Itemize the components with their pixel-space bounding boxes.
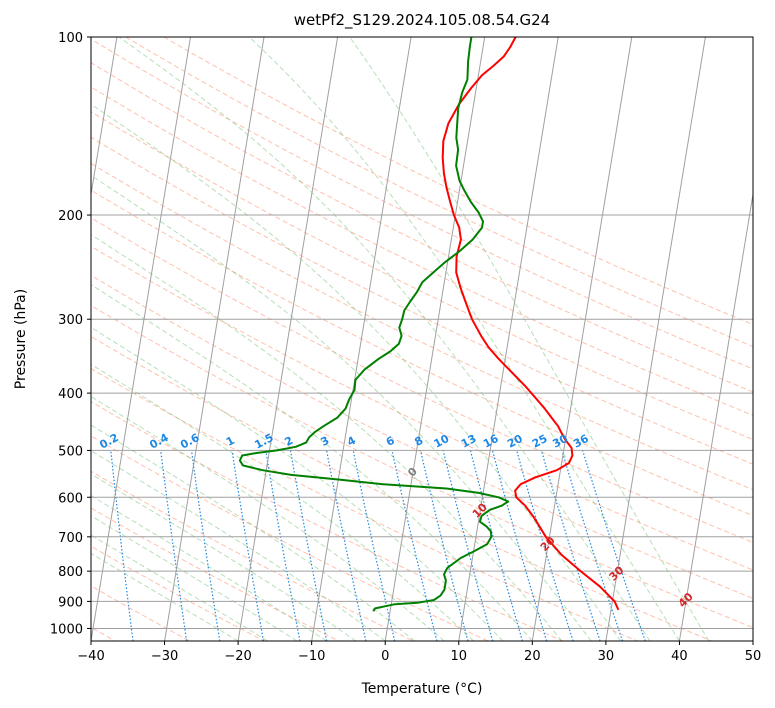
mixing-ratio-line [516, 450, 574, 641]
dry-adiabat-line [91, 162, 753, 491]
dry-adiabat-line [91, 335, 712, 641]
mixing-ratio-label: 20 [505, 432, 525, 451]
y-tick-label: 500 [58, 444, 83, 459]
plot-area [91, 37, 753, 641]
x-tick-label: 40 [671, 649, 688, 664]
y-tick-label: 700 [58, 531, 83, 546]
y-tick-label: 800 [58, 565, 83, 580]
y-tick-label: 400 [58, 387, 83, 402]
x-tick-label: −40 [77, 649, 104, 664]
moist-adiabat-line [91, 534, 268, 641]
isotherm-line [458, 37, 559, 641]
mixing-ratio-label: 10 [432, 432, 452, 451]
dry-adiabat-line [91, 86, 753, 416]
moist-adiabat-line [91, 174, 592, 641]
isotherm-line [605, 37, 706, 641]
x-tick-label: 0 [381, 649, 389, 664]
mixing-ratio-line [582, 450, 646, 641]
mixing-ratio-line [391, 450, 438, 641]
mixing-ratio-line [491, 450, 548, 641]
y-tick-label: 1000 [50, 622, 83, 637]
mixing-ratio-label: 13 [459, 432, 479, 451]
mixing-ratio-label: 30 [550, 432, 570, 451]
x-tick-label: −20 [224, 649, 251, 664]
moist-adiabat-line [91, 552, 239, 641]
moist-adiabat-line [91, 424, 415, 641]
background-lines [91, 37, 753, 641]
isotherm-line [91, 37, 191, 641]
mixing-ratio-line [419, 450, 469, 641]
x-tick-label: 50 [745, 649, 762, 664]
x-axis: −40 −30 −20 −10 0 10 20 30 40 50 [77, 641, 761, 664]
x-tick-label: 30 [598, 649, 615, 664]
isotherm-line [91, 37, 118, 198]
x-tick-label: −30 [151, 649, 178, 664]
dry-adiabat-line [163, 37, 753, 326]
x-tick-label: −10 [298, 649, 325, 664]
x-axis-label: Temperature (°C) [361, 681, 483, 697]
isotherm-line [237, 37, 339, 641]
mixing-ratio-label: 36 [571, 432, 591, 451]
moist-adiabat-line [91, 395, 445, 641]
y-axis: 100 200 300 400 500 600 700 800 900 1000 [50, 31, 91, 637]
isotherm-line [164, 37, 265, 641]
chart-title: wetPf2_S129.2024.105.08.54.G24 [294, 11, 550, 30]
moist-adiabat-line [91, 473, 357, 641]
dry-adiabat-line [91, 274, 753, 599]
y-tick-label: 300 [58, 313, 83, 328]
moist-adiabat-line [91, 326, 504, 641]
x-tick-label: 20 [524, 649, 541, 664]
dry-adiabat-line [91, 38, 753, 370]
moist-adiabat-line [349, 37, 710, 641]
moist-adiabat-line [91, 103, 622, 641]
mixing-ratio-line [540, 450, 601, 641]
mixing-ratio-line [561, 450, 624, 641]
mixing-ratio-line [352, 450, 396, 641]
moist-adiabat-line [248, 37, 680, 641]
y-tick-label: 600 [58, 491, 83, 506]
dry-adiabat-line [91, 136, 753, 465]
moist-adiabat-line [118, 37, 651, 641]
y-tick-label: 100 [58, 31, 83, 46]
temperature-profile-line [441, 37, 620, 611]
dry-adiabat-line [125, 37, 753, 348]
y-tick-label: 900 [58, 595, 83, 610]
isotherm-line [311, 37, 412, 641]
moist-adiabat-line [91, 234, 563, 641]
mixing-ratio-line [469, 450, 524, 641]
y-axis-label: Pressure (hPa) [13, 289, 29, 389]
isotherm-line [678, 191, 753, 641]
dry-adiabat-line [91, 111, 753, 441]
mixing-ratio-label: 16 [481, 432, 501, 451]
profile-lines [238, 37, 620, 612]
moist-adiabat-line [91, 284, 533, 641]
mixing-ratio-label: 25 [530, 432, 550, 451]
plot-frame [90, 36, 754, 642]
isotherm-line [384, 37, 486, 641]
x-tick-label: 10 [451, 649, 468, 664]
y-tick-label: 200 [58, 209, 83, 224]
mixing-ratio-line [326, 450, 367, 641]
dewpoint-profile-line [238, 37, 510, 612]
dry-adiabat-line [91, 507, 340, 641]
moist-adiabat-line [91, 450, 386, 641]
dry-adiabat-line [91, 217, 753, 543]
dry-adiabat-line [91, 245, 753, 571]
